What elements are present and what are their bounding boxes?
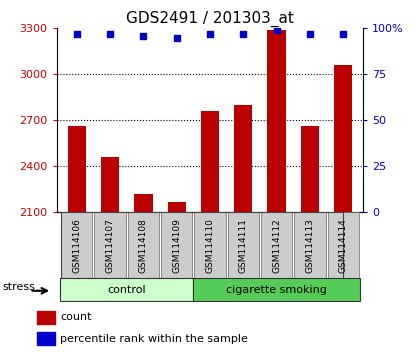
Bar (161, 212, 192, 278)
Bar (60, 278, 193, 301)
Text: GSM114106: GSM114106 (72, 218, 81, 273)
Bar (193, 278, 360, 301)
Bar (168, 202, 186, 212)
Bar (261, 212, 292, 278)
Bar (234, 105, 252, 212)
Text: control: control (108, 285, 146, 295)
Text: GSM114110: GSM114110 (205, 218, 215, 273)
Text: cigarette smoking: cigarette smoking (226, 285, 327, 295)
Bar (128, 212, 159, 278)
Text: GSM114108: GSM114108 (139, 218, 148, 273)
Text: GSM114113: GSM114113 (305, 218, 315, 273)
Bar (194, 212, 226, 278)
Bar (228, 212, 259, 278)
Text: stress: stress (3, 282, 36, 292)
Text: percentile rank within the sample: percentile rank within the sample (60, 333, 248, 344)
Bar (68, 126, 86, 212)
Bar (37, 332, 55, 345)
Bar (301, 126, 319, 212)
Title: GDS2491 / 201303_at: GDS2491 / 201303_at (126, 11, 294, 27)
Bar (94, 212, 126, 278)
Bar (101, 157, 119, 212)
Bar (37, 311, 55, 324)
Text: count: count (60, 312, 92, 322)
Text: GSM114111: GSM114111 (239, 218, 248, 273)
Bar (268, 30, 286, 212)
Text: GSM114109: GSM114109 (172, 218, 181, 273)
Bar (328, 212, 359, 278)
Bar (201, 111, 219, 212)
Text: GSM114107: GSM114107 (105, 218, 115, 273)
Text: GSM114114: GSM114114 (339, 218, 348, 273)
Bar (334, 65, 352, 212)
Text: GSM114112: GSM114112 (272, 218, 281, 273)
Bar (134, 194, 152, 212)
Bar (294, 212, 326, 278)
Bar (61, 212, 92, 278)
